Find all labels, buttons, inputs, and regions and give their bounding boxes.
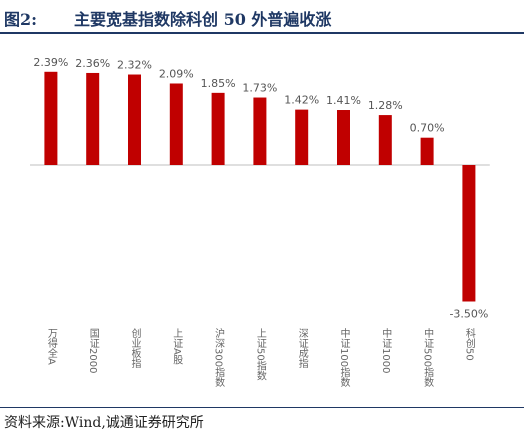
bar [211, 92, 225, 165]
bar [86, 72, 100, 165]
category-label: 万得全A [45, 328, 57, 365]
figure-number: 图2: [4, 10, 38, 29]
chart-title: 主要宽基指数除科创 50 外普遍收涨 [74, 10, 332, 29]
bar-chart: 2.39% 万得全A 2.36% 国证2000 2.32% 创业板指 2.09% 上证A股 1.… [30, 56, 490, 388]
category-label: 科创50 [463, 327, 475, 361]
data-label: 0.70% [410, 122, 445, 135]
footer-rule [0, 407, 524, 408]
category-label: 国证2000 [87, 328, 99, 374]
bar [462, 165, 476, 302]
bar [295, 109, 309, 165]
data-label: 2.36% [75, 57, 110, 70]
category-label: 沪深300指数 [213, 327, 225, 388]
category-label: 中证100指数 [338, 327, 350, 388]
data-label: 1.85% [201, 77, 236, 90]
data-label: 1.42% [284, 94, 319, 107]
source-note: 资料来源:Wind,诚通证券研究所 [4, 415, 204, 431]
data-label: 2.09% [159, 67, 194, 80]
bar [169, 83, 183, 165]
bar [337, 110, 350, 165]
category-label: 中证500指数 [422, 327, 434, 388]
data-label: 2.32% [117, 59, 152, 72]
bar [420, 137, 434, 165]
bar [44, 71, 58, 165]
category-label: 深证成指 [296, 328, 308, 369]
category-label: 上证A股 [171, 328, 183, 366]
bar [128, 74, 141, 165]
bar [378, 115, 392, 165]
data-label: 1.41% [326, 94, 361, 107]
data-label: 2.39% [33, 56, 68, 69]
category-label: 创业板指 [129, 327, 141, 369]
category-label: 中证1000 [380, 327, 392, 374]
data-label: 1.73% [242, 82, 277, 95]
bar [253, 97, 267, 165]
data-label: -3.50% [449, 308, 488, 321]
header-rule [0, 32, 524, 34]
figure-header: 图2: 主要宽基指数除科创 50 外普遍收涨 [0, 0, 524, 34]
data-label: 1.28% [368, 99, 403, 112]
category-label: 上证50指数 [254, 328, 266, 382]
